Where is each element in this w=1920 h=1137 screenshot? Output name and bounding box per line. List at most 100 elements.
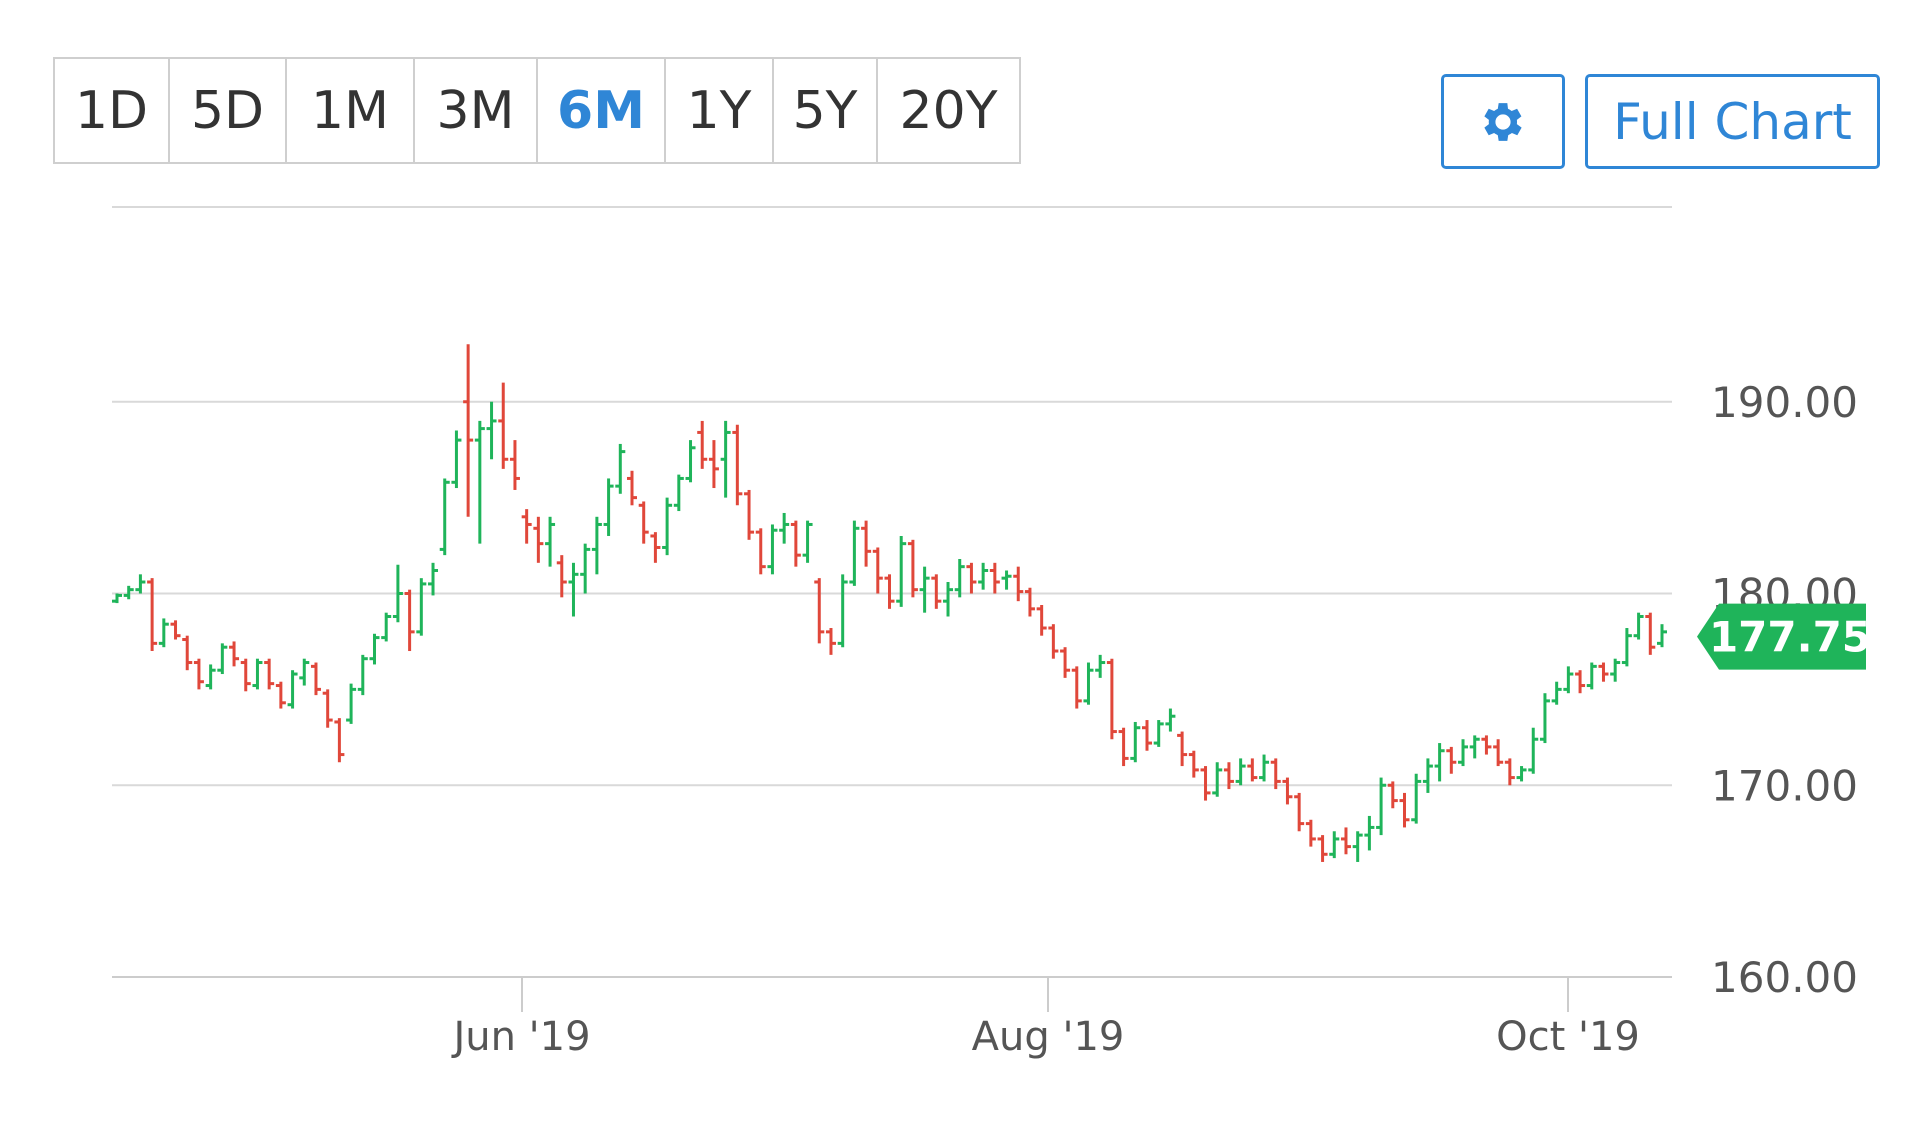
ohlc-bar xyxy=(451,430,462,489)
range-button-1y[interactable]: 1Y xyxy=(666,59,774,162)
ohlc-bar xyxy=(1458,739,1469,767)
ohlc-bar xyxy=(849,520,860,586)
ohlc-bar xyxy=(744,489,755,540)
ohlc-bars xyxy=(112,344,1667,862)
ohlc-bar xyxy=(334,718,345,763)
ohlc-bar xyxy=(1142,720,1152,751)
gear-icon xyxy=(1484,102,1522,141)
range-button-1d[interactable]: 1D xyxy=(55,59,170,162)
ohlc-bar xyxy=(779,512,790,544)
ohlc-bar xyxy=(662,497,673,556)
ohlc-bar xyxy=(872,547,883,594)
x-axis: Jun '19 Aug '19 Oct '19 xyxy=(450,977,1640,1060)
range-button-5d[interactable]: 5D xyxy=(170,59,287,162)
ohlc-bar xyxy=(603,478,614,536)
ohlc-bar xyxy=(1376,777,1387,836)
ohlc-bar xyxy=(685,440,696,483)
y-tick-label: 160.00 xyxy=(1711,953,1858,1002)
ohlc-bar xyxy=(1340,827,1351,855)
range-button-20y[interactable]: 20Y xyxy=(899,80,998,141)
ohlc-bar xyxy=(392,564,403,623)
ohlc-bar xyxy=(1586,662,1597,690)
ohlc-bar xyxy=(1528,727,1539,774)
ohlc-bar xyxy=(193,658,204,690)
ohlc-bar xyxy=(1364,815,1375,851)
ohlc-bar xyxy=(123,585,134,600)
ohlc-bar xyxy=(229,641,240,667)
ohlc-bar xyxy=(1633,612,1644,640)
time-range-selector: 1D 5D 1M 3M 6M 1Y 5Y 20Y xyxy=(53,57,1021,164)
ohlc-bar xyxy=(509,440,520,490)
ohlc-bar xyxy=(708,440,719,489)
ohlc-bar xyxy=(978,562,989,590)
ohlc-bar xyxy=(264,658,275,690)
ohlc-bar xyxy=(357,654,368,696)
range-button-5y[interactable]: 5Y xyxy=(774,59,878,162)
y-tick-label: 170.00 xyxy=(1711,761,1858,810)
ohlc-bar xyxy=(802,520,813,563)
ohlc-bar xyxy=(1048,624,1059,659)
full-chart-button[interactable]: Full Chart xyxy=(1585,74,1880,169)
range-button-6m[interactable]: 6M xyxy=(538,59,666,162)
ohlc-bar xyxy=(1060,647,1071,678)
ohlc-bar xyxy=(1106,658,1117,740)
ohlc-bar xyxy=(147,578,158,652)
ohlc-bar xyxy=(1071,666,1082,709)
ohlc-bar xyxy=(1598,662,1609,682)
last-price-label: 177.75 xyxy=(1709,613,1871,662)
ohlc-bar xyxy=(1235,758,1246,786)
ohlc-bar xyxy=(1294,792,1305,832)
ohlc-bar xyxy=(767,524,778,575)
ohlc-bar xyxy=(755,528,766,575)
ohlc-bar xyxy=(673,474,684,512)
ohlc-bar xyxy=(346,683,357,724)
x-tick-label: Oct '19 xyxy=(1496,1014,1640,1060)
ohlc-bar xyxy=(650,532,661,563)
ohlc-bar xyxy=(545,516,556,567)
ohlc-bar xyxy=(486,401,497,460)
ohlc-bar xyxy=(498,382,509,469)
ohlc-bar xyxy=(1223,762,1234,790)
ohlc-bar xyxy=(322,689,333,728)
ohlc-bar xyxy=(1036,605,1047,636)
y-tick-label: 190.00 xyxy=(1711,378,1858,427)
ohlc-bar xyxy=(1469,735,1480,759)
ohlc-bar xyxy=(1575,670,1586,694)
ohlc-bar xyxy=(1024,587,1035,617)
range-button-1m[interactable]: 1M xyxy=(287,59,415,162)
ohlc-bar xyxy=(1247,758,1258,782)
ohlc-bar xyxy=(1317,835,1328,862)
ohlc-bar xyxy=(112,593,122,604)
ohlc-bar xyxy=(1188,750,1199,778)
ohlc-bar xyxy=(1621,628,1632,667)
ohlc-bar xyxy=(275,681,286,709)
ohlc-bar xyxy=(1118,727,1129,767)
ohlc-bar xyxy=(907,539,918,598)
ohlc-bar xyxy=(158,618,169,648)
ohlc-bar xyxy=(1539,693,1550,744)
ohlc-bar xyxy=(1610,658,1621,682)
ohlc-bar xyxy=(1259,754,1270,782)
ohlc-bar xyxy=(1305,819,1316,847)
ohlc-bar xyxy=(919,566,930,613)
ohlc-bar xyxy=(615,443,626,494)
ohlc-bar xyxy=(1153,720,1164,747)
ohlc-bar xyxy=(1212,762,1223,797)
ohlc-bar xyxy=(1504,758,1515,786)
ohlc-bar xyxy=(252,658,263,690)
ohlc-bar xyxy=(463,344,474,517)
ohlc-bar xyxy=(931,574,942,609)
ohlc-bar xyxy=(182,635,193,671)
ohlc-bar xyxy=(1177,731,1188,767)
ohlc-bar xyxy=(954,558,965,598)
range-button-3m[interactable]: 3M xyxy=(415,59,538,162)
ohlc-bar xyxy=(814,578,825,644)
settings-button[interactable] xyxy=(1441,74,1565,169)
ohlc-bar xyxy=(1387,781,1398,809)
ohlc-bar xyxy=(720,420,731,498)
ohlc-bar xyxy=(1329,831,1340,859)
ohlc-bar xyxy=(240,658,251,692)
ohlc-bar xyxy=(1551,681,1562,705)
